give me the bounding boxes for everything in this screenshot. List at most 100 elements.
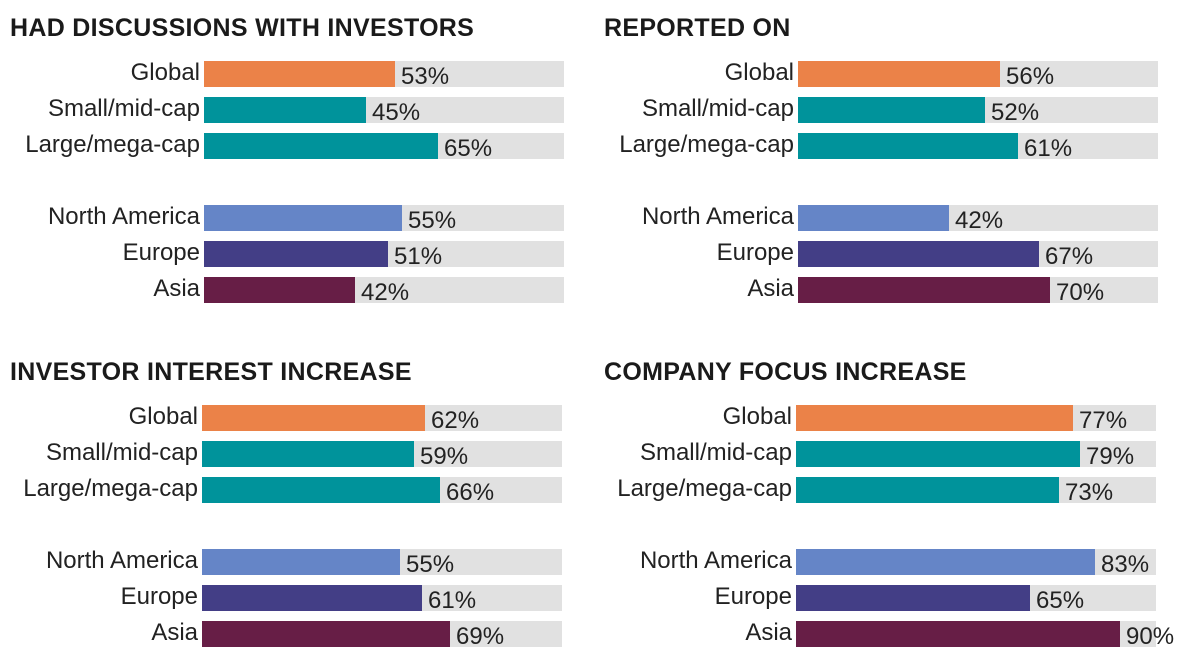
category-label: Global bbox=[128, 403, 198, 430]
category-label: Europe bbox=[122, 239, 200, 266]
category-label: North America bbox=[47, 203, 200, 230]
value-label: 56% bbox=[1006, 63, 1055, 90]
bar-global bbox=[202, 405, 425, 431]
value-label: 53% bbox=[401, 63, 450, 90]
value-label: 55% bbox=[406, 551, 455, 578]
value-label: 66% bbox=[446, 479, 495, 506]
chart-panel-reported-on: REPORTED ON Global 56% Small/mid-cap 52% Larg… bbox=[604, 14, 1158, 314]
bar-europe bbox=[798, 241, 1039, 267]
value-label: 79% bbox=[1086, 443, 1135, 470]
bar-large-mega-cap bbox=[796, 477, 1059, 503]
bar-track: 65% bbox=[796, 585, 1156, 614]
value-label: 59% bbox=[420, 443, 469, 470]
bar-asia bbox=[204, 277, 355, 303]
value-label: 90% bbox=[1126, 623, 1175, 650]
bar-europe bbox=[204, 241, 388, 267]
value-label: 45% bbox=[372, 99, 421, 126]
bar-row-small-mid-cap: Small/mid-cap 59% bbox=[10, 439, 562, 470]
chart-title: HAD DISCUSSIONS WITH INVESTORS bbox=[10, 14, 475, 42]
bar-track: 59% bbox=[202, 441, 562, 470]
category-label: Large/mega-cap bbox=[25, 131, 200, 158]
bar-global bbox=[204, 61, 395, 87]
category-label: Large/mega-cap bbox=[23, 475, 198, 502]
bar-global bbox=[796, 405, 1073, 431]
bar-asia bbox=[798, 277, 1050, 303]
bar-track: 42% bbox=[204, 277, 564, 306]
bar-europe bbox=[202, 585, 422, 611]
bar-row-north-america: North America 55% bbox=[10, 547, 562, 578]
category-label: Global bbox=[722, 403, 792, 430]
bar-row-large-mega-cap: Large/mega-cap 73% bbox=[604, 475, 1156, 506]
bar-track: 70% bbox=[798, 277, 1158, 306]
bar-row-europe: Europe 67% bbox=[604, 239, 1158, 270]
value-label: 65% bbox=[1036, 587, 1085, 614]
value-label: 67% bbox=[1045, 243, 1094, 270]
bar-track: 77% bbox=[796, 405, 1156, 434]
value-label: 61% bbox=[428, 587, 477, 614]
chart-title: COMPANY FOCUS INCREASE bbox=[604, 358, 967, 386]
value-label: 77% bbox=[1079, 407, 1128, 434]
category-label: Europe bbox=[716, 239, 794, 266]
category-label: Small/mid-cap bbox=[639, 439, 792, 466]
bar-europe bbox=[796, 585, 1030, 611]
bar-track: 90% bbox=[796, 621, 1174, 650]
bar-row-global: Global 77% bbox=[604, 403, 1156, 434]
bar-asia bbox=[202, 621, 450, 647]
bar-track: 79% bbox=[796, 441, 1156, 470]
value-label: 70% bbox=[1056, 279, 1105, 306]
chart-title: INVESTOR INTEREST INCREASE bbox=[10, 358, 412, 386]
bar-track: 42% bbox=[798, 205, 1158, 234]
category-label: Global bbox=[130, 59, 200, 86]
chart-title: REPORTED ON bbox=[604, 14, 791, 42]
bar-track: 53% bbox=[204, 61, 564, 90]
bar-track: 61% bbox=[798, 133, 1158, 162]
bar-row-small-mid-cap: Small/mid-cap 52% bbox=[604, 95, 1158, 126]
value-label: 51% bbox=[394, 243, 443, 270]
bar-row-small-mid-cap: Small/mid-cap 45% bbox=[10, 95, 564, 126]
chart-panel-had-discussions-with-investors: HAD DISCUSSIONS WITH INVESTORS Global 53% S… bbox=[10, 14, 564, 314]
bar-row-europe: Europe 61% bbox=[10, 583, 562, 614]
chart-panel-investor-interest-increase: INVESTOR INTEREST INCREASE Global 62% Small… bbox=[10, 358, 562, 658]
bar-row-global: Global 56% bbox=[604, 59, 1158, 90]
category-label: Large/mega-cap bbox=[619, 131, 794, 158]
bar-row-global: Global 53% bbox=[10, 59, 564, 90]
bar-small-mid-cap bbox=[202, 441, 414, 467]
bar-track: 55% bbox=[202, 549, 562, 578]
category-label: Asia bbox=[151, 619, 198, 646]
bar-row-global: Global 62% bbox=[10, 403, 562, 434]
bar-track: 73% bbox=[796, 477, 1156, 506]
bar-track: 83% bbox=[796, 549, 1156, 578]
bar-row-asia: Asia 42% bbox=[10, 275, 564, 306]
category-label: Asia bbox=[745, 619, 792, 646]
bar-row-large-mega-cap: Large/mega-cap 65% bbox=[10, 131, 564, 162]
bar-row-asia: Asia 90% bbox=[604, 619, 1174, 650]
bar-track: 55% bbox=[204, 205, 564, 234]
bar-north-america bbox=[202, 549, 400, 575]
value-label: 69% bbox=[456, 623, 505, 650]
bar-north-america bbox=[796, 549, 1095, 575]
bar-row-large-mega-cap: Large/mega-cap 66% bbox=[10, 475, 562, 506]
bar-row-asia: Asia 70% bbox=[604, 275, 1158, 306]
category-label: Asia bbox=[747, 275, 794, 302]
value-label: 83% bbox=[1101, 551, 1150, 578]
category-label: North America bbox=[639, 547, 792, 574]
category-label: Europe bbox=[714, 583, 792, 610]
bar-track: 67% bbox=[798, 241, 1158, 270]
value-label: 73% bbox=[1065, 479, 1114, 506]
bar-row-north-america: North America 42% bbox=[604, 203, 1158, 234]
bar-north-america bbox=[798, 205, 949, 231]
category-label: Small/mid-cap bbox=[47, 95, 200, 122]
bar-large-mega-cap bbox=[798, 133, 1018, 159]
bar-track: 52% bbox=[798, 97, 1158, 126]
bar-small-mid-cap bbox=[796, 441, 1080, 467]
bar-row-north-america: North America 55% bbox=[10, 203, 564, 234]
bar-track: 45% bbox=[204, 97, 564, 126]
category-label: Global bbox=[724, 59, 794, 86]
bar-large-mega-cap bbox=[204, 133, 438, 159]
category-label: Large/mega-cap bbox=[617, 475, 792, 502]
bar-small-mid-cap bbox=[798, 97, 985, 123]
bar-track: 66% bbox=[202, 477, 562, 506]
bar-small-mid-cap bbox=[204, 97, 366, 123]
category-label: Europe bbox=[120, 583, 198, 610]
category-label: North America bbox=[45, 547, 198, 574]
